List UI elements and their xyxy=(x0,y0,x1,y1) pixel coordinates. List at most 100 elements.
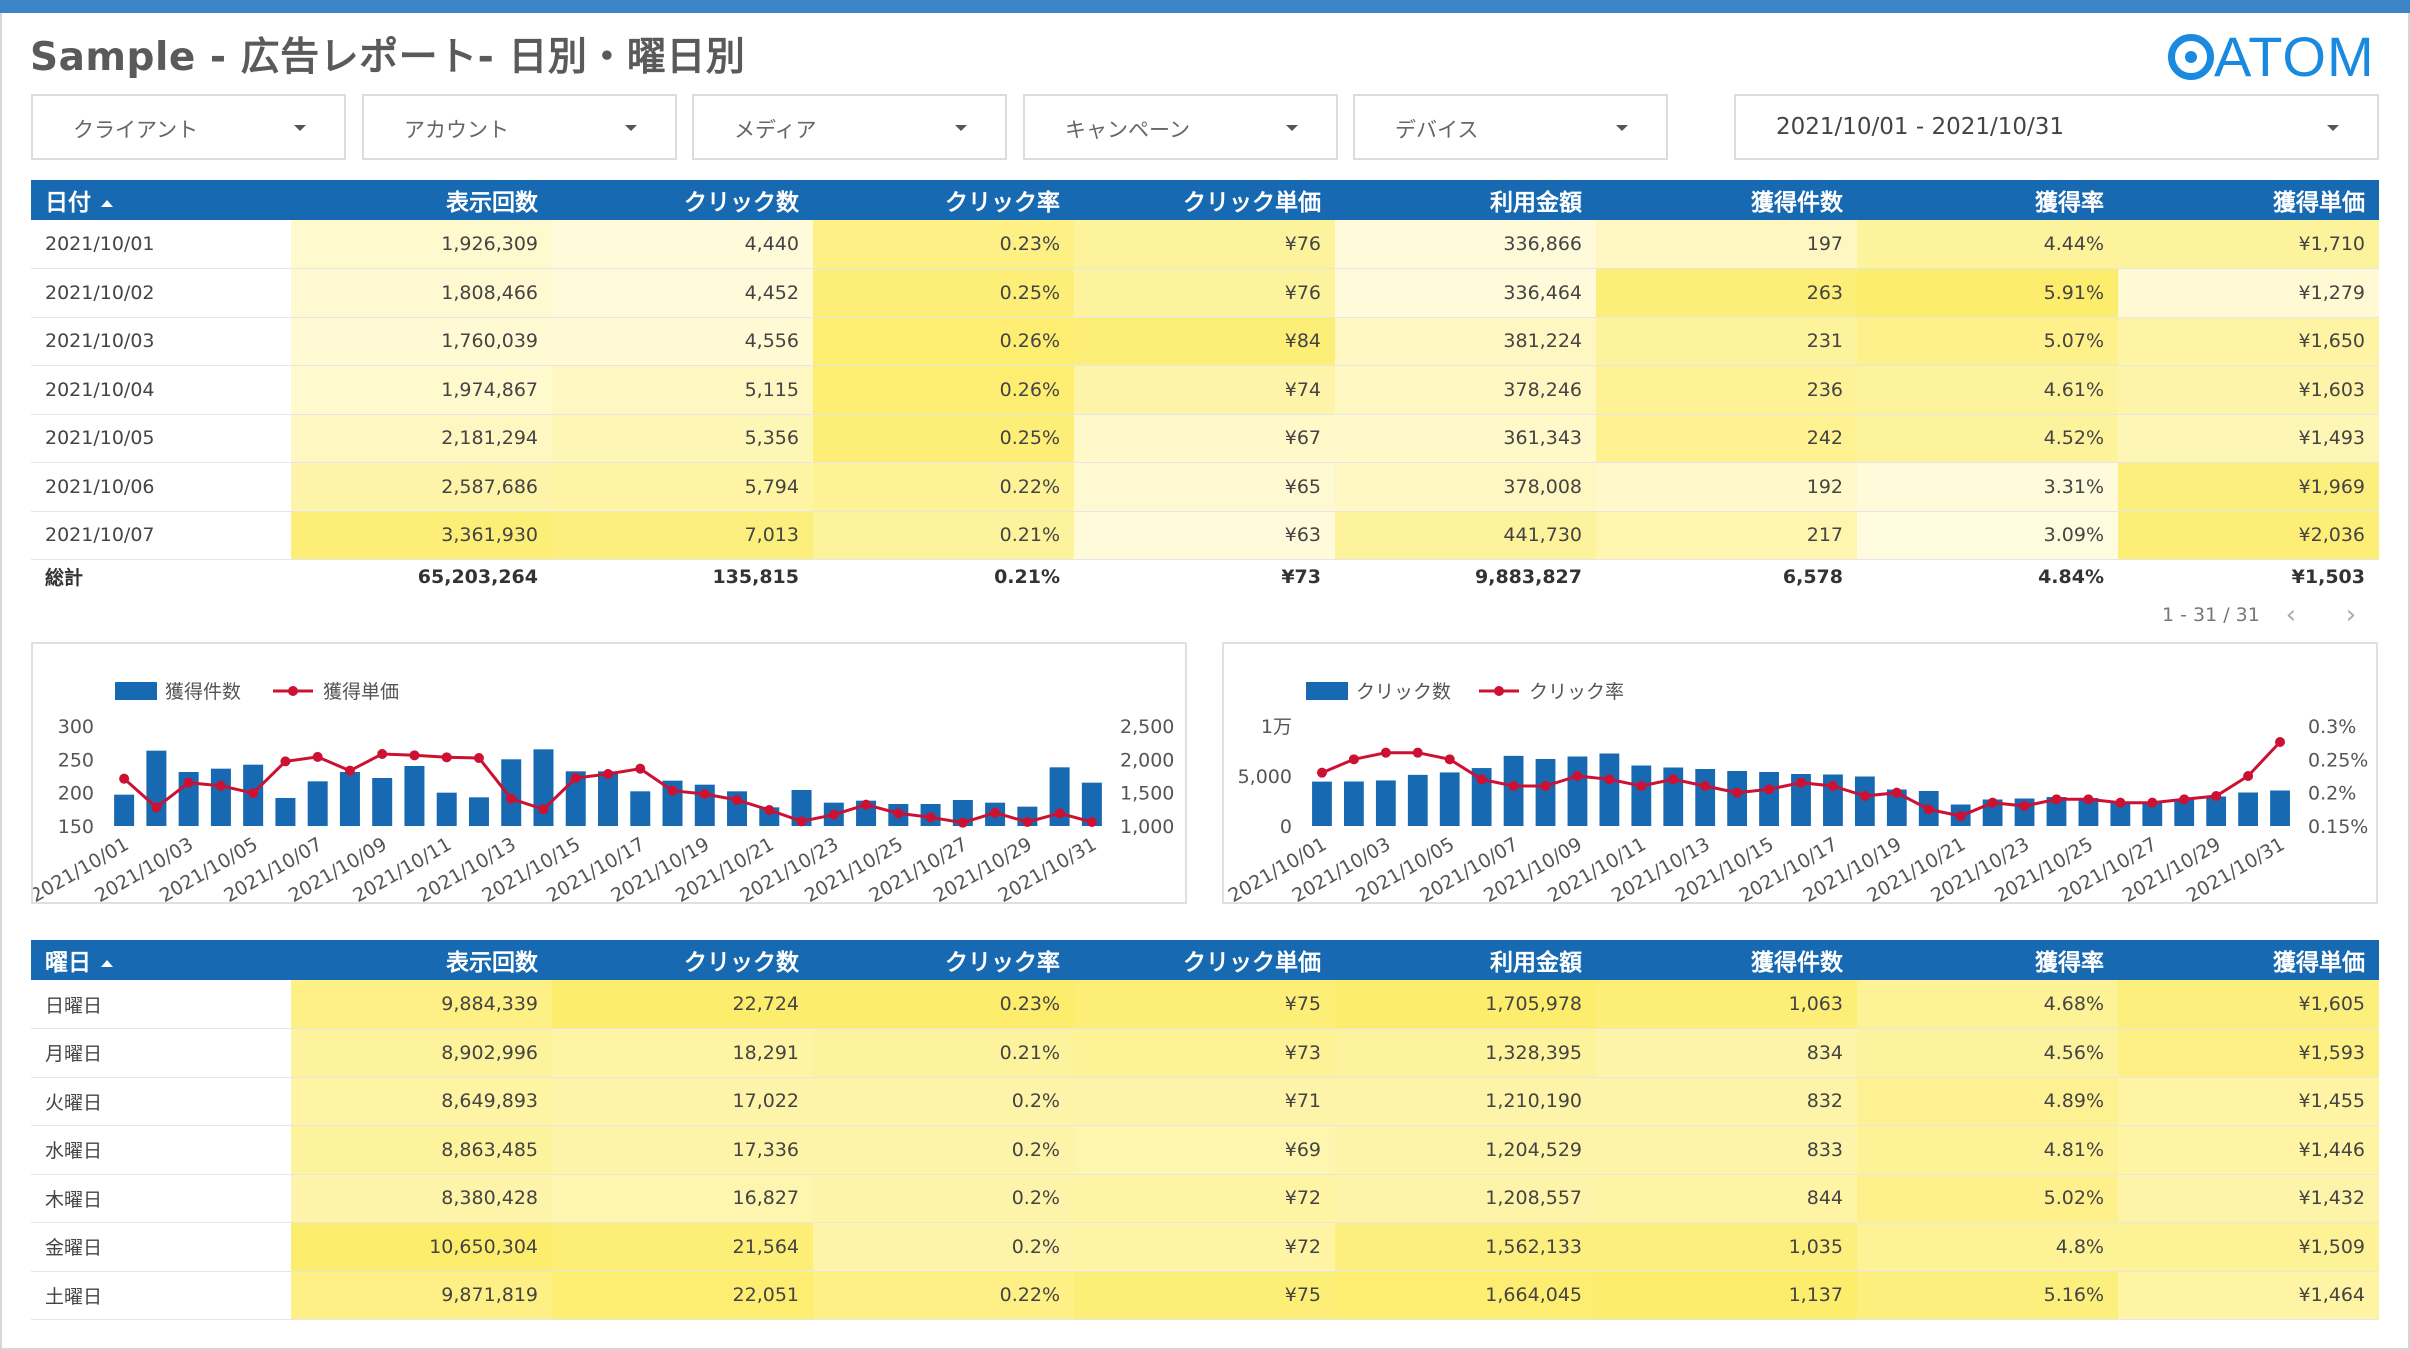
chart-point xyxy=(732,795,743,805)
table-cell: 844 xyxy=(1596,1174,1857,1223)
filter-campaign[interactable]: キャンペーン xyxy=(1023,94,1338,160)
chart-bar xyxy=(114,794,135,826)
table-cell: 10,650,304 xyxy=(291,1222,552,1271)
column-header[interactable]: 表示回数 xyxy=(291,940,552,980)
chart-bar xyxy=(501,759,522,826)
chart-point xyxy=(1022,817,1033,827)
chart-point xyxy=(1412,747,1423,758)
table-row: 木曜日 8,380,428 16,827 0.2% ¥72 1,208,557 844 5.0… xyxy=(31,1174,2379,1223)
table-cell: ¥71 xyxy=(1074,1077,1335,1126)
chart-card-conversions: 獲得件数 獲得単価 300 250 200 150 2,500 2,000 1,500 1,000… xyxy=(31,642,1187,904)
table-cell: 4.52% xyxy=(1857,414,2118,463)
column-header[interactable]: クリック単価 xyxy=(1074,180,1335,220)
column-header[interactable]: 獲得率 xyxy=(1857,180,2118,220)
column-header-first[interactable]: 日付 xyxy=(31,180,291,220)
table-cell: ¥1,493 xyxy=(2118,414,2379,463)
table-cell: 1,137 xyxy=(1596,1271,1857,1320)
total-label: 総計 xyxy=(31,559,291,594)
chevron-right-icon[interactable]: › xyxy=(2345,600,2357,630)
filter-media[interactable]: メディア xyxy=(692,94,1007,160)
chart-point xyxy=(2179,794,2190,805)
legend-bar-swatch xyxy=(1306,682,1348,700)
filter-device[interactable]: デバイス xyxy=(1353,94,1668,160)
column-header[interactable]: クリック単価 xyxy=(1074,940,1335,980)
table-header-row: 曜日 表示回数 クリック数 クリック率 クリック単価 利用金額 獲得件数 獲得率 獲得単価 xyxy=(31,940,2379,980)
table-cell: 4.44% xyxy=(1857,220,2118,269)
chart-point xyxy=(1827,781,1838,791)
column-header[interactable]: 利用金額 xyxy=(1335,180,1596,220)
y-right-tick-label: 2,000 xyxy=(1120,749,1174,771)
table-cell: 1,562,133 xyxy=(1335,1222,1596,1271)
column-header[interactable]: クリック数 xyxy=(552,940,813,980)
chart-bar xyxy=(630,791,651,826)
table-cell: 1,035 xyxy=(1596,1222,1857,1271)
table-cell: ¥65 xyxy=(1074,462,1335,511)
chart-point xyxy=(1054,808,1065,819)
column-header[interactable]: 獲得単価 xyxy=(2118,180,2379,220)
y-right-tick-label: 0.3% xyxy=(2308,716,2356,738)
table-cell: 4.68% xyxy=(1857,980,2118,1029)
table-cell: 336,866 xyxy=(1335,220,1596,269)
chart-point xyxy=(2115,797,2126,808)
column-header[interactable]: クリック数 xyxy=(552,180,813,220)
table-cell: ¥1,455 xyxy=(2118,1077,2379,1126)
column-header[interactable]: 獲得件数 xyxy=(1596,940,1857,980)
column-header[interactable]: 獲得率 xyxy=(1857,940,2118,980)
chart-bar xyxy=(1439,772,1460,826)
table-cell: 0.2% xyxy=(813,1077,1074,1126)
filter-client[interactable]: クライアント xyxy=(31,94,346,160)
total-cell: ¥1,503 xyxy=(2118,559,2379,594)
total-cell: 6,578 xyxy=(1596,559,1857,594)
logo-ring-icon xyxy=(2168,34,2214,80)
table-cell: 5,115 xyxy=(552,365,813,414)
chevron-left-icon[interactable]: ‹ xyxy=(2285,600,2297,630)
table-cell: ¥1,432 xyxy=(2118,1174,2379,1223)
date-range-picker[interactable]: 2021/10/01 - 2021/10/31 xyxy=(1734,94,2379,160)
chart-bar xyxy=(2110,803,2131,826)
column-header[interactable]: クリック率 xyxy=(813,180,1074,220)
total-cell: ¥73 xyxy=(1074,559,1335,594)
filter-account[interactable]: アカウント xyxy=(362,94,677,160)
chart-bar xyxy=(2142,802,2163,826)
table-cell: 1,063 xyxy=(1596,980,1857,1029)
row-label: 2021/10/01 xyxy=(31,220,291,269)
chart-point xyxy=(1604,774,1615,785)
table-row: 金曜日 10,650,304 21,564 0.2% ¥72 1,562,133 1,035… xyxy=(31,1222,2379,1271)
chart-point xyxy=(538,804,549,815)
chevron-down-icon xyxy=(1286,125,1298,131)
chart-point xyxy=(248,788,259,799)
chart-point xyxy=(2051,794,2062,805)
y-left-tick-label: 200 xyxy=(58,783,94,805)
table-cell: 236 xyxy=(1596,365,1857,414)
column-header[interactable]: 獲得件数 xyxy=(1596,180,1857,220)
column-header[interactable]: クリック率 xyxy=(813,940,1074,980)
table-cell: 0.26% xyxy=(813,317,1074,366)
table-cell: 833 xyxy=(1596,1125,1857,1174)
table-cell: ¥75 xyxy=(1074,980,1335,1029)
column-header[interactable]: 表示回数 xyxy=(291,180,552,220)
column-header[interactable]: 利用金額 xyxy=(1335,940,1596,980)
legend-line-dot xyxy=(1494,686,1504,696)
table-cell: 22,724 xyxy=(552,980,813,1029)
y-right-tick-label: 1,000 xyxy=(1120,816,1174,838)
filter-client-label: クライアント xyxy=(73,118,199,142)
row-label: 土曜日 xyxy=(31,1271,291,1320)
chart-point xyxy=(861,799,872,810)
table-row: 火曜日 8,649,893 17,022 0.2% ¥71 1,210,190 832 4.8… xyxy=(31,1077,2379,1126)
chart-bar xyxy=(436,792,457,826)
chart-point xyxy=(2243,771,2254,781)
chart-bar xyxy=(791,790,812,826)
chart-point xyxy=(1508,781,1519,791)
column-header-first[interactable]: 曜日 xyxy=(31,940,291,980)
chart-point xyxy=(1668,774,1679,785)
table-cell: 5.02% xyxy=(1857,1174,2118,1223)
filter-device-label: デバイス xyxy=(1395,118,1479,142)
table-cell: 0.23% xyxy=(813,980,1074,1029)
y-left-tick-label: 1万 xyxy=(1261,716,1292,738)
chart-bar xyxy=(1695,769,1716,826)
chart-point xyxy=(1572,771,1583,781)
y-right-tick-label: 0.25% xyxy=(2308,749,2368,771)
table-cell: 231 xyxy=(1596,317,1857,366)
chart-bar xyxy=(1599,753,1620,826)
column-header[interactable]: 獲得単価 xyxy=(2118,940,2379,980)
